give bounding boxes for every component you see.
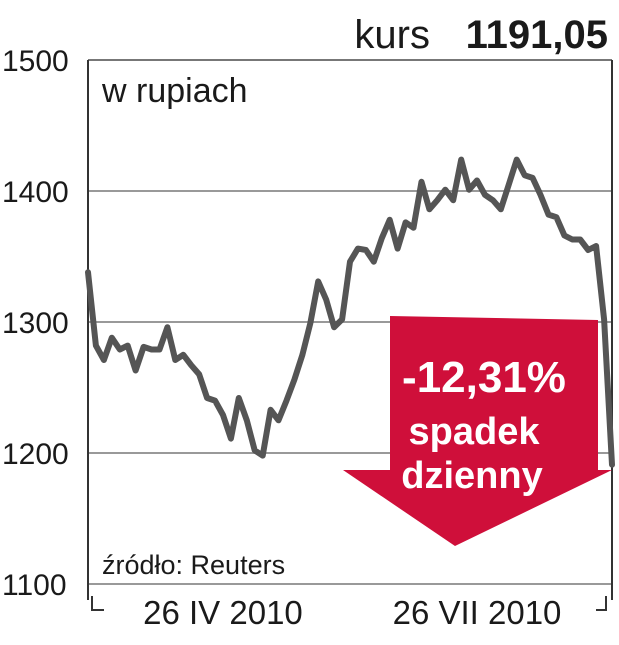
annotation-line: spadek [409, 411, 541, 453]
source: źródło: Reuters [102, 550, 285, 580]
x-tick-label: 26 VII 2010 [393, 594, 562, 631]
y-tick-label: 1400 [2, 176, 69, 209]
x-axis-bracket [91, 596, 607, 611]
annotation-percent: -12,31% [402, 353, 566, 402]
x-tick-label: 26 IV 2010 [143, 594, 303, 631]
chart-title: kurs [354, 13, 430, 57]
arrow [343, 316, 612, 546]
y-tick-label: 1500 [2, 45, 69, 78]
annotation-line: dzienny [401, 455, 542, 497]
y-tick-label: 1200 [2, 438, 69, 471]
plot [85, 156, 615, 468]
y-tick-label: 1300 [2, 307, 69, 340]
y-tick-label: 1100 [2, 569, 67, 602]
subtitle: w rupiach [101, 72, 248, 110]
line-series [85, 156, 615, 468]
current-value: 1191,05 [466, 13, 608, 57]
